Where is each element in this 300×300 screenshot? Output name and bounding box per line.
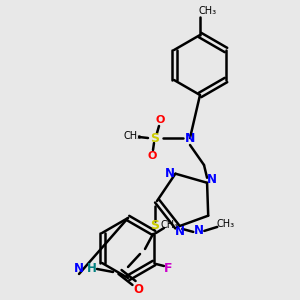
Text: O: O bbox=[147, 151, 157, 161]
Text: F: F bbox=[164, 262, 172, 275]
Text: N: N bbox=[194, 224, 204, 237]
Text: H: H bbox=[87, 262, 97, 275]
Text: N: N bbox=[175, 225, 185, 239]
Text: N: N bbox=[207, 173, 217, 186]
Text: N: N bbox=[185, 131, 195, 145]
Text: N: N bbox=[74, 262, 84, 275]
Text: CH₃: CH₃ bbox=[199, 6, 217, 16]
Text: N: N bbox=[164, 167, 174, 180]
Text: O: O bbox=[155, 115, 165, 125]
Text: CH₃: CH₃ bbox=[216, 219, 234, 229]
Text: S: S bbox=[151, 220, 160, 232]
Text: CH₃: CH₃ bbox=[161, 220, 179, 230]
Text: CH₃: CH₃ bbox=[124, 131, 142, 141]
Text: S: S bbox=[151, 131, 160, 145]
Text: O: O bbox=[133, 284, 143, 296]
